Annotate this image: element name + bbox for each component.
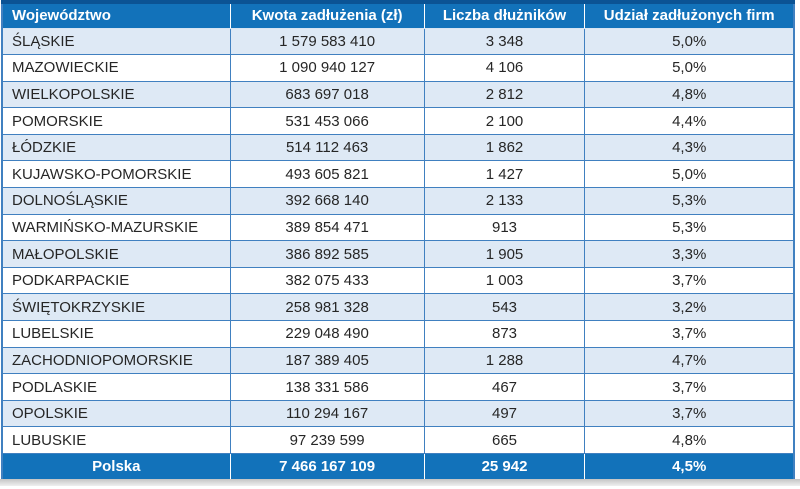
cell-kwota-zadluzenia: 229 048 490 <box>229 320 425 348</box>
cell-kwota-zadluzenia: 683 697 018 <box>229 80 425 109</box>
footer-cell-liczba-dluznikow: 25 942 <box>424 453 586 479</box>
cell-wojewodztwo: PODLASKIE <box>1 373 231 401</box>
cell-udzial-zadluzonych-firm: 5,0% <box>584 27 795 56</box>
table-footer-row: Polska 7 466 167 109 25 942 4,5% <box>2 453 794 479</box>
cell-wojewodztwo: KUJAWSKO-POMORSKIE <box>1 160 231 189</box>
table-header-row: Województwo Kwota zadłużenia (zł) Liczba d… <box>2 2 794 29</box>
cell-udzial-zadluzonych-firm: 4,3% <box>584 133 795 162</box>
cell-udzial-zadluzonych-firm: 3,7% <box>584 320 795 348</box>
cell-liczba-dluznikow: 1 288 <box>423 346 586 375</box>
cell-wojewodztwo: ZACHODNIOPOMORSKIE <box>1 346 231 375</box>
cell-liczba-dluznikow: 467 <box>423 373 586 401</box>
table-row: DOLNOŚLĄSKIE 392 668 140 2 133 5,3% <box>1 187 795 215</box>
cell-liczba-dluznikow: 873 <box>423 320 586 348</box>
cell-wojewodztwo: PODKARPACKIE <box>1 266 231 295</box>
footer-cell-wojewodztwo: Polska <box>2 453 231 479</box>
cell-udzial-zadluzonych-firm: 3,3% <box>584 240 795 268</box>
table-row: MAŁOPOLSKIE 386 892 585 1 905 3,3% <box>1 240 795 268</box>
cell-kwota-zadluzenia: 493 605 821 <box>229 160 425 189</box>
cell-udzial-zadluzonych-firm: 3,7% <box>584 373 795 401</box>
cell-liczba-dluznikow: 1 905 <box>423 240 586 268</box>
cell-wojewodztwo: LUBELSKIE <box>1 320 231 348</box>
cell-liczba-dluznikow: 1 003 <box>423 266 586 295</box>
cell-liczba-dluznikow: 913 <box>423 213 586 242</box>
cell-udzial-zadluzonych-firm: 3,7% <box>584 266 795 295</box>
footer-cell-udzial-zadluzonych-firm: 4,5% <box>584 453 794 479</box>
cell-kwota-zadluzenia: 389 854 471 <box>229 213 425 242</box>
cell-kwota-zadluzenia: 110 294 167 <box>229 399 425 428</box>
cell-liczba-dluznikow: 4 106 <box>423 54 586 82</box>
table-footer: Polska 7 466 167 109 25 942 4,5% <box>2 453 794 479</box>
table-row: LUBUSKIE 97 239 599 665 4,8% <box>1 426 795 454</box>
table-row: MAZOWIECKIE 1 090 940 127 4 106 5,0% <box>1 54 795 82</box>
footer-cell-kwota-zadluzenia: 7 466 167 109 <box>230 453 425 479</box>
table-row: LUBELSKIE 229 048 490 873 3,7% <box>1 320 795 348</box>
cell-kwota-zadluzenia: 187 389 405 <box>229 346 425 375</box>
cell-wojewodztwo: MAŁOPOLSKIE <box>1 240 231 268</box>
cell-kwota-zadluzenia: 97 239 599 <box>229 426 425 454</box>
cell-udzial-zadluzonych-firm: 3,2% <box>584 293 795 322</box>
column-header-kwota-zadluzenia: Kwota zadłużenia (zł) <box>230 2 425 29</box>
cell-kwota-zadluzenia: 386 892 585 <box>229 240 425 268</box>
table-row: ŚLĄSKIE 1 579 583 410 3 348 5,0% <box>1 27 795 56</box>
cell-udzial-zadluzonych-firm: 4,8% <box>584 80 795 109</box>
table-row: PODLASKIE 138 331 586 467 3,7% <box>1 373 795 401</box>
cell-liczba-dluznikow: 2 812 <box>423 80 586 109</box>
cell-liczba-dluznikow: 497 <box>423 399 586 428</box>
cell-wojewodztwo: ŁÓDZKIE <box>1 133 231 162</box>
column-header-wojewodztwo: Województwo <box>2 2 231 29</box>
table-row: ŁÓDZKIE 514 112 463 1 862 4,3% <box>1 133 795 162</box>
cell-kwota-zadluzenia: 514 112 463 <box>229 133 425 162</box>
cell-kwota-zadluzenia: 138 331 586 <box>229 373 425 401</box>
cell-liczba-dluznikow: 1 862 <box>423 133 586 162</box>
cell-udzial-zadluzonych-firm: 4,8% <box>584 426 795 454</box>
column-header-udzial-zadluzonych-firm: Udział zadłużonych firm <box>584 2 794 29</box>
cell-udzial-zadluzonych-firm: 3,7% <box>584 399 795 428</box>
cell-liczba-dluznikow: 1 427 <box>423 160 586 189</box>
table-row: WIELKOPOLSKIE 683 697 018 2 812 4,8% <box>1 80 795 109</box>
column-header-liczba-dluznikow: Liczba dłużników <box>424 2 586 29</box>
table-header: Województwo Kwota zadłużenia (zł) Liczba d… <box>2 2 794 29</box>
cell-wojewodztwo: WIELKOPOLSKIE <box>1 80 231 109</box>
cell-kwota-zadluzenia: 392 668 140 <box>229 187 425 215</box>
cell-wojewodztwo: DOLNOŚLĄSKIE <box>1 187 231 215</box>
cell-kwota-zadluzenia: 382 075 433 <box>229 266 425 295</box>
table-row: KUJAWSKO-POMORSKIE 493 605 821 1 427 5,0% <box>1 160 795 189</box>
cell-liczba-dluznikow: 543 <box>423 293 586 322</box>
cell-liczba-dluznikow: 2 133 <box>423 187 586 215</box>
cell-wojewodztwo: OPOLSKIE <box>1 399 231 428</box>
debt-by-voivodeship-table: Województwo Kwota zadłużenia (zł) Liczba d… <box>1 0 795 479</box>
table-row: WARMIŃSKO-MAZURSKIE 389 854 471 913 5,3% <box>1 213 795 242</box>
cell-udzial-zadluzonych-firm: 4,4% <box>584 107 795 135</box>
table-row: ŚWIĘTOKRZYSKIE 258 981 328 543 3,2% <box>1 293 795 322</box>
table-body: ŚLĄSKIE 1 579 583 410 3 348 5,0% MAZOWIECKIE… <box>1 27 795 454</box>
cell-udzial-zadluzonych-firm: 5,0% <box>584 160 795 189</box>
cell-udzial-zadluzonych-firm: 5,3% <box>584 213 795 242</box>
cell-kwota-zadluzenia: 1 090 940 127 <box>229 54 425 82</box>
cell-wojewodztwo: ŚLĄSKIE <box>1 27 231 56</box>
table-row: ZACHODNIOPOMORSKIE 187 389 405 1 288 4,7% <box>1 346 795 375</box>
page-bottom-strip <box>0 478 800 486</box>
cell-kwota-zadluzenia: 531 453 066 <box>229 107 425 135</box>
cell-kwota-zadluzenia: 1 579 583 410 <box>229 27 425 56</box>
cell-wojewodztwo: POMORSKIE <box>1 107 231 135</box>
cell-wojewodztwo: LUBUSKIE <box>1 426 231 454</box>
cell-wojewodztwo: WARMIŃSKO-MAZURSKIE <box>1 213 231 242</box>
cell-udzial-zadluzonych-firm: 5,0% <box>584 54 795 82</box>
cell-udzial-zadluzonych-firm: 5,3% <box>584 187 795 215</box>
cell-liczba-dluznikow: 2 100 <box>423 107 586 135</box>
cell-wojewodztwo: MAZOWIECKIE <box>1 54 231 82</box>
table-row: PODKARPACKIE 382 075 433 1 003 3,7% <box>1 266 795 295</box>
cell-udzial-zadluzonych-firm: 4,7% <box>584 346 795 375</box>
table-row: OPOLSKIE 110 294 167 497 3,7% <box>1 399 795 428</box>
table-row: POMORSKIE 531 453 066 2 100 4,4% <box>1 107 795 135</box>
cell-kwota-zadluzenia: 258 981 328 <box>229 293 425 322</box>
cell-liczba-dluznikow: 665 <box>423 426 586 454</box>
cell-wojewodztwo: ŚWIĘTOKRZYSKIE <box>1 293 231 322</box>
cell-liczba-dluznikow: 3 348 <box>423 27 586 56</box>
